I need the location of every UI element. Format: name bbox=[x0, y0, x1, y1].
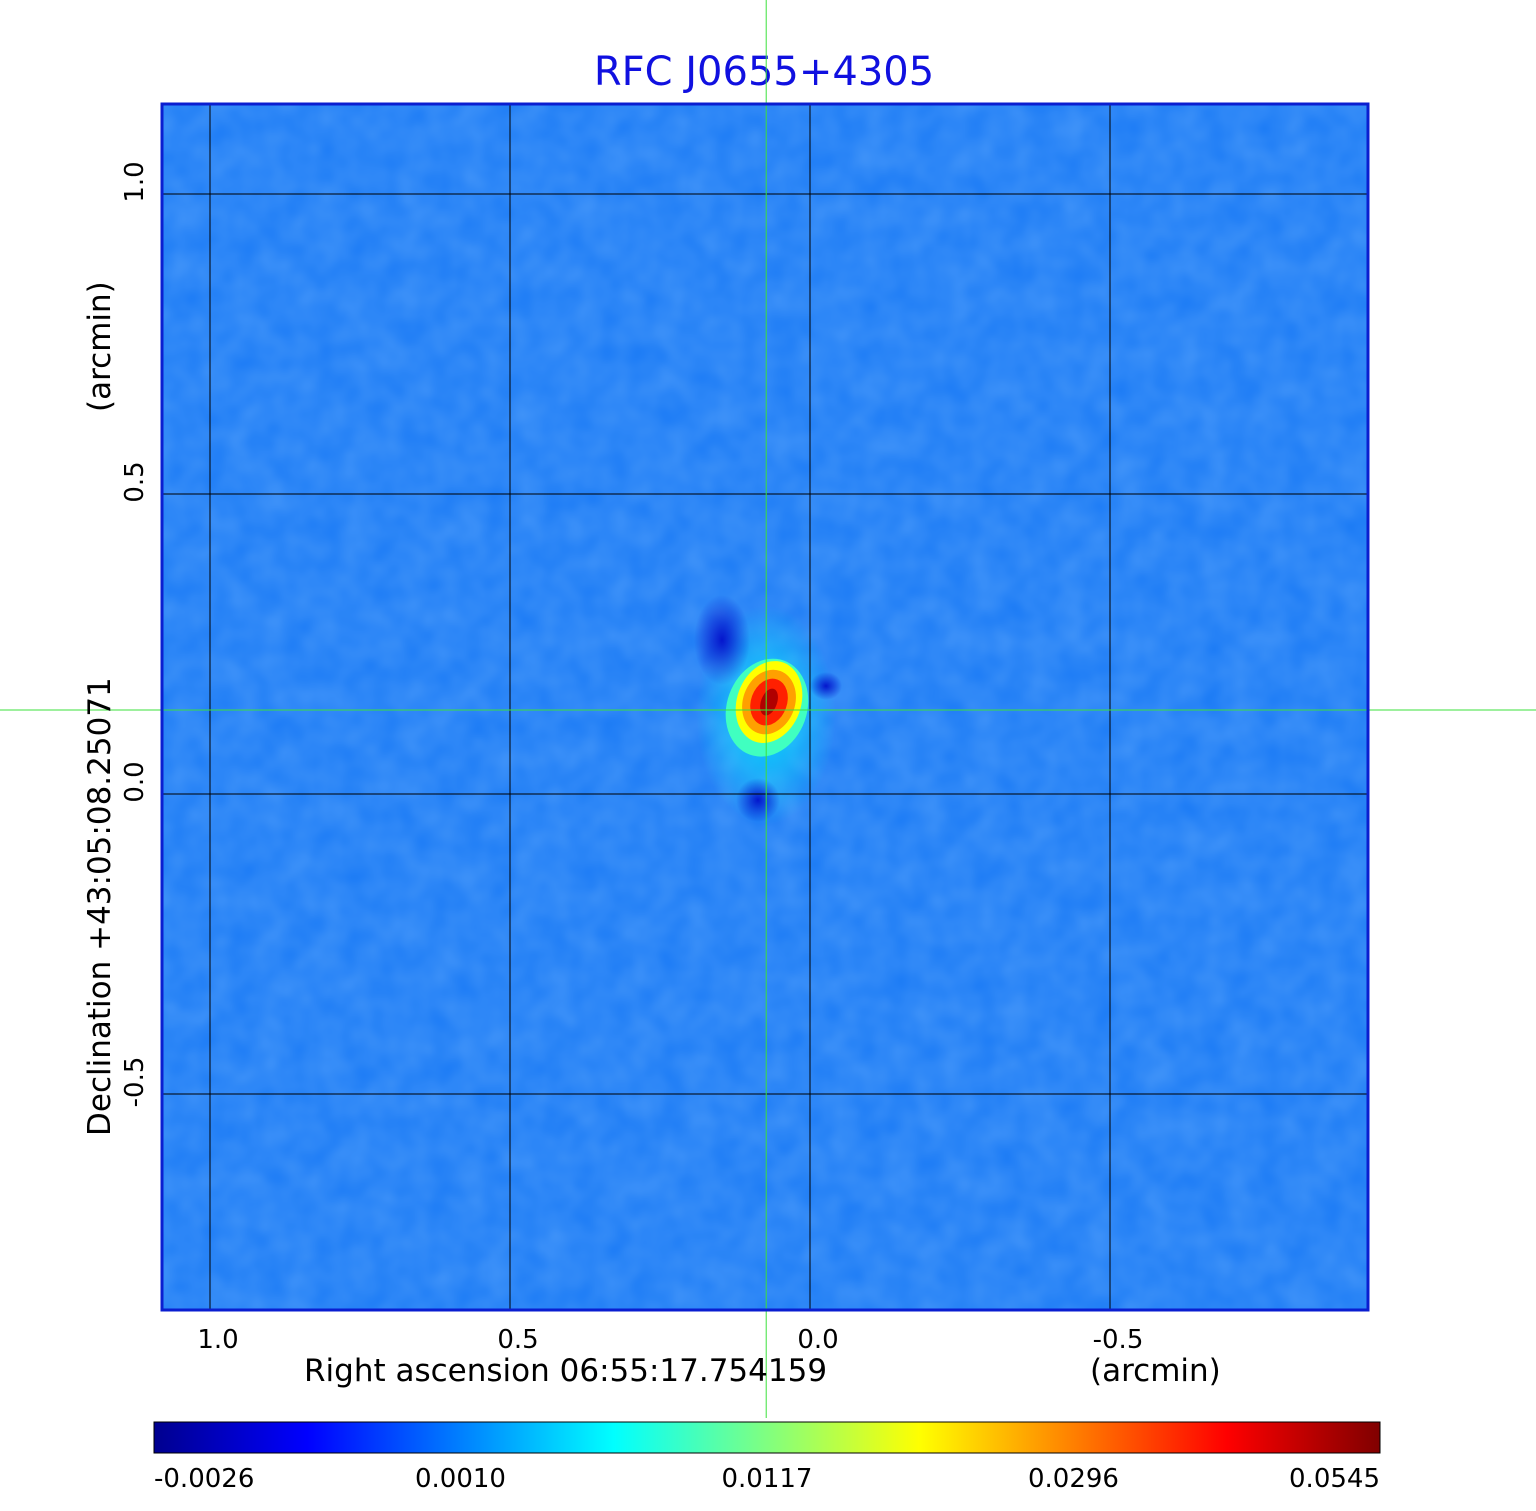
image-frame bbox=[160, 102, 1370, 1312]
source-contour-4 bbox=[760, 688, 778, 716]
x-axis-label: Right ascension 06:55:17.754159 bbox=[304, 1353, 827, 1389]
x-tick-labels: 1.0 0.5 0.0 -0.5 bbox=[197, 1325, 1143, 1355]
chart-title: RFC J0655+4305 bbox=[594, 49, 934, 95]
x-tick-label-3: -0.5 bbox=[1093, 1325, 1144, 1355]
x-tick-label-2: 0.0 bbox=[797, 1325, 838, 1355]
y-axis-unit: (arcmin) bbox=[82, 281, 118, 412]
y-axis-label: Declination +43:05:08.25071 bbox=[82, 677, 118, 1136]
y-tick-label-3: -0.5 bbox=[120, 1057, 150, 1108]
y-tick-labels: 1.0 0.5 0.0 -0.5 bbox=[120, 161, 150, 1107]
colorbar-tick-label-2: 0.0117 bbox=[722, 1464, 813, 1494]
colorbar-tick-label-0: -0.0026 bbox=[154, 1464, 254, 1494]
colorbar-tick-label-1: 0.0010 bbox=[415, 1464, 506, 1494]
grid-lines bbox=[162, 104, 1368, 1310]
negative-lobe-lower bbox=[736, 778, 780, 822]
y-tick-label-0: 1.0 bbox=[120, 161, 150, 202]
colorbar-tick-labels: -0.0026 0.0010 0.0117 0.0296 0.0545 bbox=[154, 1464, 1380, 1494]
image-panel bbox=[163, 104, 1368, 1309]
colorbar-tick-label-4: 0.0545 bbox=[1289, 1464, 1380, 1494]
y-tick-label-2: 0.0 bbox=[120, 761, 150, 802]
crosshair bbox=[0, 0, 1536, 1418]
colorbar: -0.0026 0.0010 0.0117 0.0296 0.0545 bbox=[153, 1421, 1381, 1494]
x-axis-unit: (arcmin) bbox=[1090, 1353, 1221, 1389]
negative-lobe-upper-left bbox=[694, 595, 750, 685]
colorbar-tick-label-3: 0.0296 bbox=[1028, 1464, 1119, 1494]
source-core bbox=[725, 658, 809, 757]
y-tick-label-1: 0.5 bbox=[120, 461, 150, 502]
x-tick-label-1: 0.5 bbox=[497, 1325, 538, 1355]
negative-lobe-right bbox=[810, 672, 842, 700]
colorbar-gradient bbox=[153, 1421, 1381, 1454]
x-tick-label-0: 1.0 bbox=[197, 1325, 238, 1355]
